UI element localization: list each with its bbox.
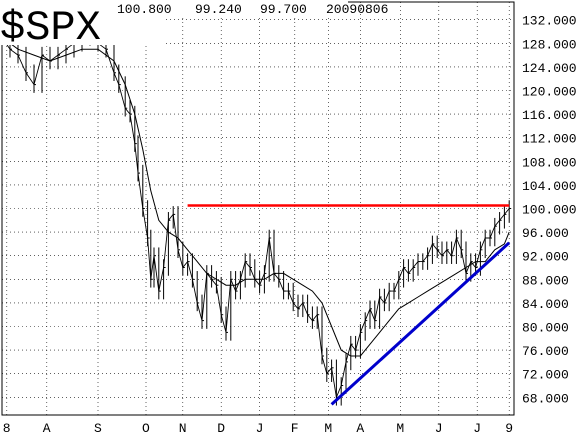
y-tick-label: 76.000 bbox=[522, 344, 569, 359]
chart-title: $SPX bbox=[0, 4, 101, 52]
x-tick-label: A bbox=[356, 421, 364, 436]
y-tick-label: 120.000 bbox=[522, 85, 577, 100]
x-tick-label: J bbox=[473, 421, 481, 436]
gridlines bbox=[2, 2, 514, 415]
x-tick-label: F bbox=[291, 421, 299, 436]
y-tick-label: 108.000 bbox=[522, 155, 577, 170]
x-tick-label: A bbox=[43, 421, 51, 436]
y-tick-label: 132.000 bbox=[522, 14, 577, 29]
price-line bbox=[1, 36, 510, 399]
header-backdrop bbox=[88, 0, 348, 16]
x-tick-label: M bbox=[324, 421, 332, 436]
axis-layer: 68.000 72.000 76.000 80.000 84.000 88.000 92.0… bbox=[3, 14, 577, 436]
x-tick-label: D bbox=[217, 421, 225, 436]
annotation-layer bbox=[187, 204, 511, 406]
x-tick-label: S bbox=[94, 421, 102, 436]
x-tick-label: 9 bbox=[505, 421, 513, 436]
y-tick-label: 92.000 bbox=[522, 250, 569, 265]
x-tick-label: O bbox=[142, 421, 150, 436]
x-tick-label: J bbox=[435, 421, 443, 436]
support-trend-line bbox=[330, 241, 511, 406]
x-tick-label: N bbox=[179, 421, 187, 436]
header-date: 20090806 bbox=[326, 2, 388, 17]
y-tick-label: 112.000 bbox=[522, 132, 577, 147]
moving-average-line bbox=[1, 36, 510, 357]
x-tick-label: 8 bbox=[3, 421, 11, 436]
y-tick-label: 124.000 bbox=[522, 61, 577, 76]
y-tick-label: 88.000 bbox=[522, 273, 569, 288]
y-tick-label: 96.000 bbox=[522, 226, 569, 241]
y-tick-label: 100.000 bbox=[522, 203, 577, 218]
header-value-close: 99.700 bbox=[260, 2, 307, 17]
x-tick-label: J bbox=[256, 421, 264, 436]
header-value-low: 99.240 bbox=[195, 2, 242, 17]
header-value-last: 100.800 bbox=[117, 2, 172, 17]
y-tick-label: 104.000 bbox=[522, 179, 577, 194]
y-tick-label: 116.000 bbox=[522, 108, 577, 123]
y-tick-label: 68.000 bbox=[522, 391, 569, 406]
y-tick-label: 84.000 bbox=[522, 297, 569, 312]
y-tick-label: 72.000 bbox=[522, 368, 569, 383]
y-tick-label: 128.000 bbox=[522, 37, 577, 52]
y-tick-label: 80.000 bbox=[522, 321, 569, 336]
x-tick-label: M bbox=[396, 421, 404, 436]
series-layer bbox=[1, 29, 512, 406]
